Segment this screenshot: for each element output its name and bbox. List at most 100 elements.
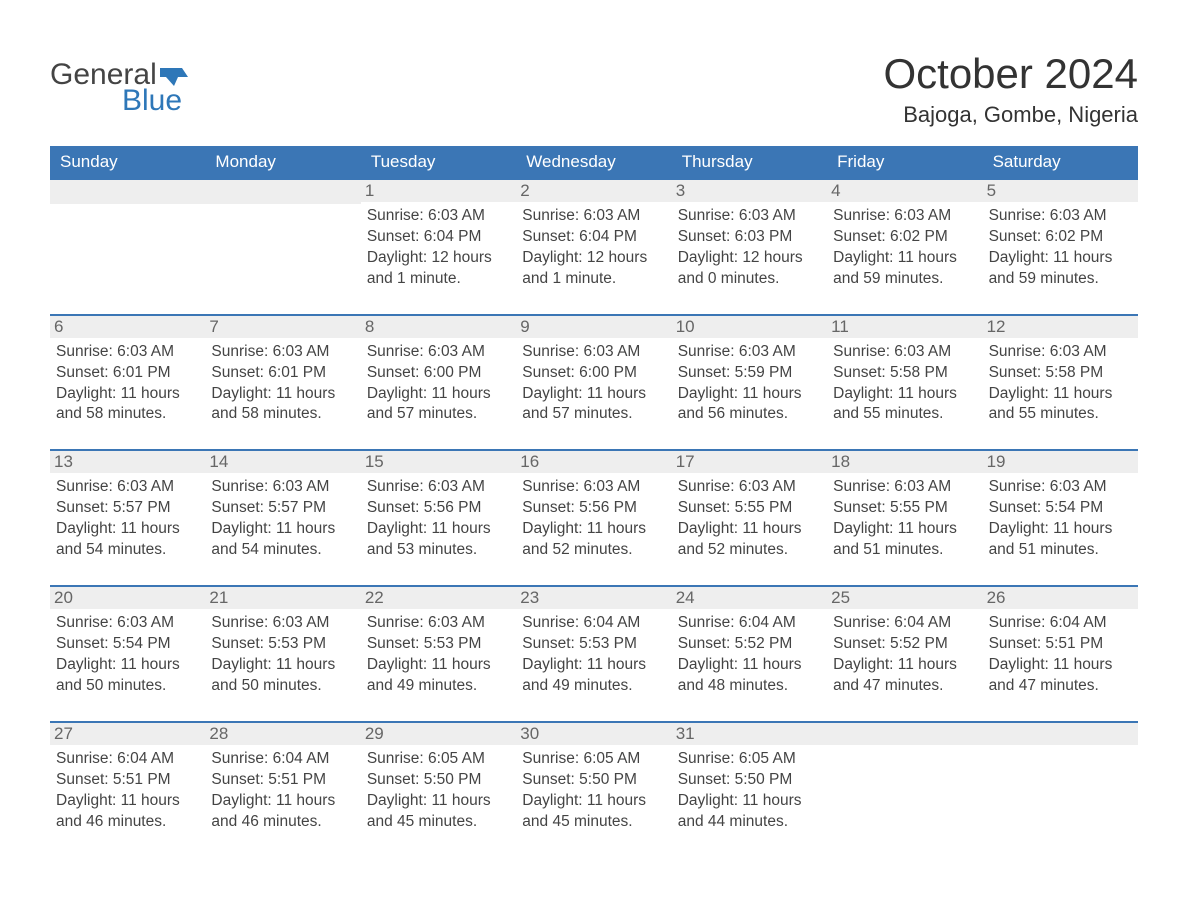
day-header: Thursday xyxy=(672,146,827,180)
daylight-line: Daylight: 11 hours and 54 minutes. xyxy=(211,519,354,561)
day-number: 26 xyxy=(983,585,1138,609)
sunset-line: Sunset: 6:03 PM xyxy=(678,227,821,248)
day-cell: 5Sunrise: 6:03 AMSunset: 6:02 PMDaylight… xyxy=(983,180,1138,314)
daylight-line: Daylight: 11 hours and 55 minutes. xyxy=(833,384,976,426)
daylight-line: Daylight: 11 hours and 51 minutes. xyxy=(833,519,976,561)
day-cell: 27Sunrise: 6:04 AMSunset: 5:51 PMDayligh… xyxy=(50,721,205,857)
day-number: 17 xyxy=(672,449,827,473)
day-info: Sunrise: 6:03 AMSunset: 6:04 PMDaylight:… xyxy=(367,206,510,290)
daylight-line: Daylight: 11 hours and 47 minutes. xyxy=(989,655,1132,697)
sunset-line: Sunset: 6:04 PM xyxy=(522,227,665,248)
day-cell: 7Sunrise: 6:03 AMSunset: 6:01 PMDaylight… xyxy=(205,314,360,450)
sunrise-line: Sunrise: 6:03 AM xyxy=(522,477,665,498)
day-info: Sunrise: 6:04 AMSunset: 5:52 PMDaylight:… xyxy=(678,613,821,697)
sunset-line: Sunset: 5:57 PM xyxy=(56,498,199,519)
day-cell: 10 Sunrise: 6:03 AMSunset: 5:59 PMDayligh… xyxy=(672,314,827,450)
sunrise-line: Sunrise: 6:03 AM xyxy=(678,206,821,227)
daylight-line: Daylight: 11 hours and 44 minutes. xyxy=(678,791,821,833)
day-cell: 21Sunrise: 6:03 AMSunset: 5:53 PMDayligh… xyxy=(205,585,360,721)
day-number: 3 xyxy=(672,180,827,202)
sunset-line: Sunset: 6:00 PM xyxy=(522,363,665,384)
sunset-line: Sunset: 5:54 PM xyxy=(989,498,1132,519)
calendar-grid: SundayMondayTuesdayWednesdayThursdayFrid… xyxy=(50,146,1138,856)
sunset-line: Sunset: 5:56 PM xyxy=(367,498,510,519)
daylight-line: Daylight: 11 hours and 46 minutes. xyxy=(56,791,199,833)
day-number: 22 xyxy=(361,585,516,609)
day-number: 6 xyxy=(50,314,205,338)
day-info: Sunrise: 6:03 AMSunset: 5:57 PMDaylight:… xyxy=(211,477,354,561)
daylight-line: Daylight: 11 hours and 49 minutes. xyxy=(367,655,510,697)
daylight-line: Daylight: 11 hours and 50 minutes. xyxy=(211,655,354,697)
sunset-line: Sunset: 5:53 PM xyxy=(367,634,510,655)
day-info: Sunrise: 6:03 AMSunset: 5:55 PMDaylight:… xyxy=(833,477,976,561)
day-info: Sunrise: 6:03 AMSunset: 6:00 PMDaylight:… xyxy=(522,342,665,426)
sunset-line: Sunset: 5:50 PM xyxy=(678,770,821,791)
day-info: Sunrise: 6:03 AMSunset: 6:00 PMDaylight:… xyxy=(367,342,510,426)
sunrise-line: Sunrise: 6:04 AM xyxy=(989,613,1132,634)
day-cell: 1Sunrise: 6:03 AMSunset: 6:04 PMDaylight… xyxy=(361,180,516,314)
sunrise-line: Sunrise: 6:03 AM xyxy=(56,477,199,498)
day-info: Sunrise: 6:03 AMSunset: 5:54 PMDaylight:… xyxy=(989,477,1132,561)
daylight-line: Daylight: 12 hours and 1 minute. xyxy=(367,248,510,290)
day-cell: 14Sunrise: 6:03 AMSunset: 5:57 PMDayligh… xyxy=(205,449,360,585)
sunrise-line: Sunrise: 6:03 AM xyxy=(678,342,821,363)
day-number: 24 xyxy=(672,585,827,609)
sunrise-line: Sunrise: 6:03 AM xyxy=(56,613,199,634)
sunrise-line: Sunrise: 6:03 AM xyxy=(211,477,354,498)
day-cell: 18Sunrise: 6:03 AMSunset: 5:55 PMDayligh… xyxy=(827,449,982,585)
sunset-line: Sunset: 5:51 PM xyxy=(989,634,1132,655)
sunset-line: Sunset: 5:50 PM xyxy=(367,770,510,791)
sunset-line: Sunset: 5:51 PM xyxy=(56,770,199,791)
day-cell: 29Sunrise: 6:05 AMSunset: 5:50 PMDayligh… xyxy=(361,721,516,857)
day-info: Sunrise: 6:04 AMSunset: 5:52 PMDaylight:… xyxy=(833,613,976,697)
daylight-line: Daylight: 11 hours and 49 minutes. xyxy=(522,655,665,697)
day-info: Sunrise: 6:04 AMSunset: 5:51 PMDaylight:… xyxy=(989,613,1132,697)
day-cell: 22 Sunrise: 6:03 AMSunset: 5:53 PMDayligh… xyxy=(361,585,516,721)
day-number: 8 xyxy=(361,314,516,338)
day-cell: 8 Sunrise: 6:03 AMSunset: 6:00 PMDaylight… xyxy=(361,314,516,450)
day-number: 31 xyxy=(672,721,827,745)
sunrise-line: Sunrise: 6:03 AM xyxy=(367,613,510,634)
day-header: Monday xyxy=(205,146,360,180)
sunset-line: Sunset: 5:59 PM xyxy=(678,363,821,384)
day-info: Sunrise: 6:05 AMSunset: 5:50 PMDaylight:… xyxy=(367,749,510,833)
day-number: 16 xyxy=(516,449,671,473)
sunset-line: Sunset: 5:52 PM xyxy=(833,634,976,655)
day-info: Sunrise: 6:04 AMSunset: 5:51 PMDaylight:… xyxy=(56,749,199,833)
day-number: 20 xyxy=(50,585,205,609)
sunrise-line: Sunrise: 6:03 AM xyxy=(367,342,510,363)
day-number: 10 xyxy=(672,314,827,338)
sunrise-line: Sunrise: 6:03 AM xyxy=(211,342,354,363)
location: Bajoga, Gombe, Nigeria xyxy=(883,102,1138,128)
daylight-line: Daylight: 11 hours and 46 minutes. xyxy=(211,791,354,833)
day-number: 11 xyxy=(827,314,982,338)
daylight-line: Daylight: 11 hours and 54 minutes. xyxy=(56,519,199,561)
month-title: October 2024 xyxy=(883,50,1138,98)
sunrise-line: Sunrise: 6:05 AM xyxy=(367,749,510,770)
sunrise-line: Sunrise: 6:04 AM xyxy=(678,613,821,634)
daylight-line: Daylight: 11 hours and 56 minutes. xyxy=(678,384,821,426)
day-cell: 20Sunrise: 6:03 AMSunset: 5:54 PMDayligh… xyxy=(50,585,205,721)
day-cell: 25Sunrise: 6:04 AMSunset: 5:52 PMDayligh… xyxy=(827,585,982,721)
sunset-line: Sunset: 5:53 PM xyxy=(211,634,354,655)
sunrise-line: Sunrise: 6:04 AM xyxy=(522,613,665,634)
daylight-line: Daylight: 11 hours and 59 minutes. xyxy=(833,248,976,290)
day-info: Sunrise: 6:05 AMSunset: 5:50 PMDaylight:… xyxy=(522,749,665,833)
day-cell: 6 Sunrise: 6:03 AMSunset: 6:01 PMDaylight… xyxy=(50,314,205,450)
header: General Blue October 2024 Bajoga, Gombe,… xyxy=(50,40,1138,128)
daylight-line: Daylight: 11 hours and 52 minutes. xyxy=(522,519,665,561)
day-info: Sunrise: 6:03 AMSunset: 6:01 PMDaylight:… xyxy=(56,342,199,426)
title-block: October 2024 Bajoga, Gombe, Nigeria xyxy=(883,40,1138,128)
sunrise-line: Sunrise: 6:03 AM xyxy=(833,477,976,498)
sunset-line: Sunset: 5:51 PM xyxy=(211,770,354,791)
day-number: 30 xyxy=(516,721,671,745)
daylight-line: Daylight: 11 hours and 51 minutes. xyxy=(989,519,1132,561)
sunset-line: Sunset: 5:55 PM xyxy=(678,498,821,519)
sunrise-line: Sunrise: 6:04 AM xyxy=(211,749,354,770)
day-cell: 19Sunrise: 6:03 AMSunset: 5:54 PMDayligh… xyxy=(983,449,1138,585)
sunrise-line: Sunrise: 6:03 AM xyxy=(833,206,976,227)
day-info: Sunrise: 6:03 AMSunset: 6:01 PMDaylight:… xyxy=(211,342,354,426)
flag-icon xyxy=(160,62,188,92)
day-info: Sunrise: 6:03 AMSunset: 5:53 PMDaylight:… xyxy=(367,613,510,697)
day-number: 9 xyxy=(516,314,671,338)
